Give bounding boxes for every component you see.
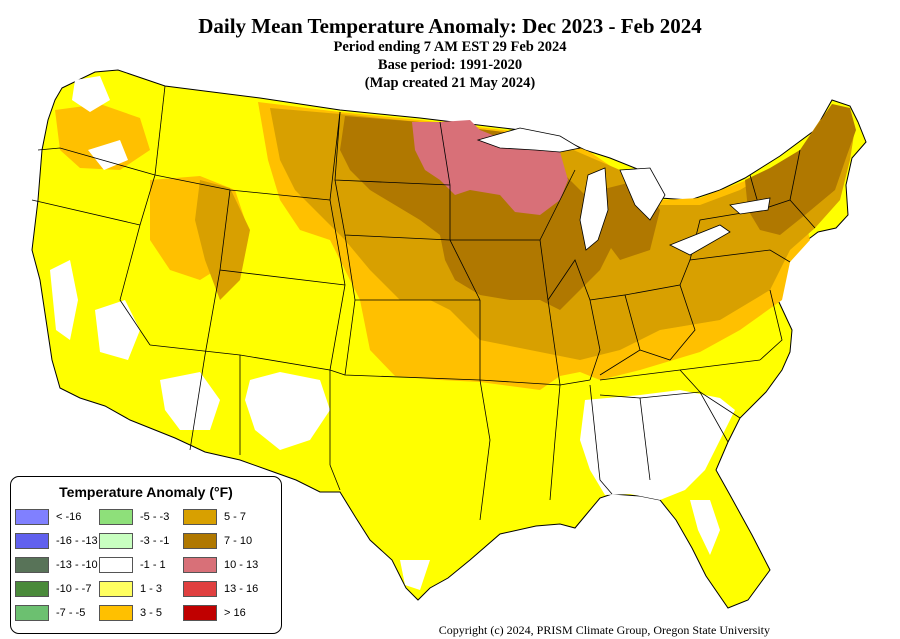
legend-item: 3 - 5 [99,605,162,621]
legend-item: -1 - 1 [99,557,166,573]
legend-swatch [183,533,217,549]
anomaly-near-zero-southwest [245,372,330,450]
legend-label: 3 - 5 [140,607,163,619]
legend: Temperature Anomaly (°F) < -16 -16 - -13 -… [10,476,282,634]
legend-item: -13 - -10 [15,557,98,573]
legend-swatch [99,557,133,573]
legend-label: 13 - 16 [224,583,259,595]
anomaly-near-zero-nevada [95,300,140,360]
state-borders [31,85,816,521]
legend-item: -16 - -13 [15,533,98,549]
anomaly-near-zero-arizona [160,372,220,430]
legend-swatch [183,605,217,621]
created-date-text: (Map created 21 May 2024) [364,75,536,91]
legend-item: 13 - 16 [183,581,258,597]
legend-label: 7 - 10 [224,535,253,547]
legend-item: 5 - 7 [183,509,246,525]
legend-item: 7 - 10 [183,533,252,549]
legend-item: -7 - -5 [15,605,85,621]
legend-swatch [99,605,133,621]
anomaly-near-zero-florida [690,500,720,555]
legend-label: -7 - -5 [56,607,86,619]
legend-label: -16 - -13 [56,535,98,547]
legend-label: 10 - 13 [224,559,259,571]
legend-label: -5 - -3 [140,511,170,523]
legend-swatch [15,533,49,549]
legend-swatch [15,557,49,573]
copyright-text: Copyright (c) 2024, PRISM Climate Group,… [438,623,770,637]
legend-label: -13 - -10 [56,559,98,571]
legend-item: -5 - -3 [99,509,169,525]
legend-item: 1 - 3 [99,581,162,597]
legend-label: > 16 [224,607,246,619]
legend-label: -3 - -1 [140,535,170,547]
map-header: Daily Mean Temperature Anomaly: Dec 2023… [0,14,900,92]
lake-huron [619,167,666,221]
legend-swatch [99,533,133,549]
lake-michigan [579,167,609,251]
period-text: Period ending 7 AM EST 29 Feb 2024 [333,39,567,55]
legend-item: -3 - -1 [99,533,169,549]
legend-swatch [183,509,217,525]
anomaly-near-zero-texas-coast [400,560,430,590]
legend-label: -10 - -7 [56,583,92,595]
anomaly-7-10-northeast [745,104,856,235]
legend-swatch [99,509,133,525]
legend-title: Temperature Anomaly (°F) [59,484,233,500]
legend-swatch [15,581,49,597]
lake-superior [476,127,582,153]
legend-label: 5 - 7 [224,511,247,523]
legend-swatch [15,605,49,621]
great-lakes [476,127,771,256]
anomaly-near-zero-idaho [88,140,128,170]
lake-erie [669,224,731,256]
anomaly-near-zero-california [50,260,78,340]
legend-label: -1 - 1 [140,559,166,571]
map-title: Daily Mean Temperature Anomaly: Dec 2023… [198,14,702,38]
legend-item: < -16 [15,509,81,525]
legend-item: 10 - 13 [183,557,258,573]
legend-swatch [183,581,217,597]
legend-item: > 16 [183,605,246,621]
legend-swatch [183,557,217,573]
base-period-text: Base period: 1991-2020 [377,57,523,73]
legend-label: 1 - 3 [140,583,163,595]
anomaly-near-zero-southeast [580,390,735,500]
legend-swatch [15,509,49,525]
legend-label: < -16 [56,511,82,523]
lake-ontario [729,197,771,215]
legend-item: -10 - -7 [15,581,91,597]
legend-swatch [99,581,133,597]
anomaly-5-7-mountain [195,180,250,300]
anomaly-near-zero-washington [72,76,110,112]
